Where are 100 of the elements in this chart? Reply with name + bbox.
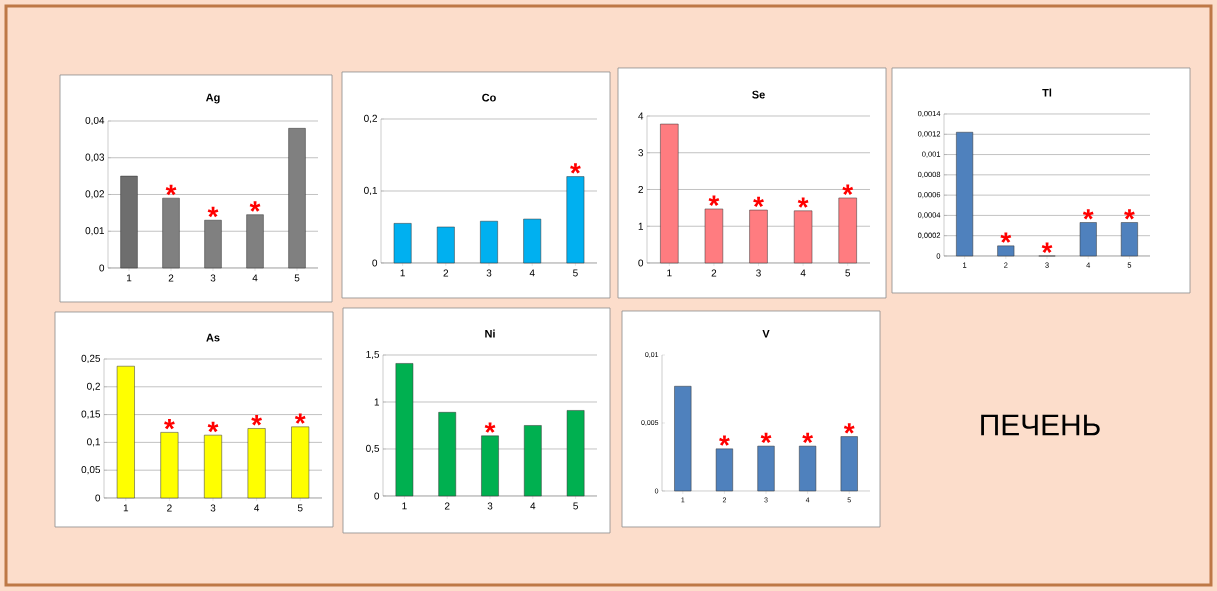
annotation: * — [802, 432, 814, 444]
x-tick-label: 3 — [756, 269, 761, 277]
y-tick-label: 0 — [99, 264, 105, 272]
annotation: * — [207, 421, 219, 433]
y-tick-label: 0,2 — [364, 114, 377, 124]
annotation: * — [1124, 209, 1135, 220]
text: ПЕЧЕНЬ — [981, 414, 1100, 436]
x-tick-label: 5 — [573, 502, 578, 510]
x-tick-label: 4 — [252, 274, 258, 282]
bar — [704, 208, 724, 264]
x-tick-label: 1 — [402, 502, 407, 510]
x-tick-label: 4 — [530, 502, 536, 510]
annotation: * — [843, 423, 855, 434]
x-tick-label: 1 — [123, 504, 129, 512]
annotation: * — [753, 196, 764, 208]
y-tick-label: 3 — [638, 149, 644, 157]
bar — [393, 223, 412, 264]
x-tick-label: 5 — [297, 504, 303, 512]
bar — [660, 123, 679, 264]
y-tick-label: 0,15 — [81, 410, 101, 419]
y-tick-label: 2 — [638, 186, 643, 193]
annotation: * — [708, 195, 720, 206]
annotation: * — [165, 184, 177, 196]
annotation: * — [760, 432, 772, 444]
bar — [793, 210, 813, 264]
y-tick-label: 0,03 — [85, 153, 105, 162]
bar — [749, 209, 768, 264]
x-tick-label: 2 — [168, 274, 174, 282]
bar — [757, 445, 775, 492]
bar — [956, 131, 974, 257]
bar — [840, 436, 858, 492]
y-tick-label: 0,2 — [87, 382, 100, 391]
y-tick-label: 1,5 — [366, 350, 380, 360]
x-tick-label: 4 — [254, 504, 260, 512]
chart-title: Ni — [485, 329, 495, 338]
x-tick-label: 1 — [400, 269, 405, 277]
x-tick-label: 2 — [167, 504, 172, 512]
chart-title: Se — [752, 90, 765, 99]
y-tick-label: 0 — [374, 492, 380, 500]
bar — [997, 245, 1015, 257]
y-tick-label: 0,02 — [85, 190, 104, 199]
y-tick-label: 0,5 — [366, 444, 380, 454]
y-tick-label: 0 — [638, 259, 644, 267]
bar — [524, 425, 542, 497]
y-tick-label: 0,25 — [81, 354, 101, 364]
bar — [436, 226, 455, 264]
annotation: * — [251, 415, 263, 426]
y-tick-label: 0,1 — [87, 438, 101, 447]
x-tick-label: 2 — [711, 269, 717, 277]
bar — [566, 176, 585, 264]
y-tick-label: 0,01 — [85, 227, 105, 236]
chart-title: As — [206, 333, 220, 342]
bar — [481, 435, 499, 497]
bar — [566, 410, 585, 497]
bar — [1120, 222, 1138, 257]
y-tick-label: 1 — [638, 222, 644, 230]
x-tick-label: 2 — [443, 269, 449, 277]
bar — [116, 365, 135, 499]
annotation: * — [797, 197, 809, 208]
bar — [838, 197, 857, 264]
x-tick-label: 5 — [573, 269, 578, 277]
annotation: * — [484, 422, 496, 433]
x-tick-label: 2 — [444, 502, 450, 510]
annotation: * — [570, 163, 581, 174]
bar — [395, 363, 414, 497]
chart-title: V — [762, 329, 770, 338]
bar — [480, 220, 498, 264]
bar — [799, 445, 817, 492]
annotation: * — [294, 413, 306, 424]
y-tick-label: 0,1 — [364, 186, 378, 196]
x-tick-label: 4 — [800, 269, 806, 277]
x-tick-label: 3 — [487, 502, 493, 510]
chart-title: Ag — [205, 93, 220, 104]
chart-title: Tl — [1042, 88, 1052, 97]
annotation: * — [1082, 209, 1094, 220]
bar — [204, 434, 222, 499]
bar — [674, 386, 692, 492]
x-tick-label: 1 — [667, 269, 672, 277]
y-tick-label: 0 — [372, 259, 378, 267]
annotation: * — [1000, 232, 1012, 243]
x-tick-label: 5 — [845, 269, 851, 277]
annotation: * — [719, 435, 730, 446]
bar — [291, 426, 310, 499]
bar — [523, 218, 542, 264]
x-tick-label: 3 — [210, 274, 216, 282]
y-tick-label: 4 — [638, 112, 644, 120]
annotation: * — [249, 201, 261, 212]
annotation: * — [842, 184, 854, 195]
bar — [715, 448, 733, 492]
y-tick-label: 0,04 — [85, 116, 105, 126]
y-tick-label: 0 — [95, 494, 101, 502]
bar — [160, 432, 179, 499]
annotation: * — [164, 418, 175, 430]
x-tick-label: 4 — [529, 269, 535, 277]
y-tick-label: 1 — [374, 398, 380, 406]
bar — [120, 175, 138, 269]
x-tick-label: 3 — [486, 269, 492, 277]
annotation: * — [1041, 242, 1053, 253]
x-tick-label: 5 — [294, 274, 300, 282]
chart-title: Co — [482, 93, 496, 102]
